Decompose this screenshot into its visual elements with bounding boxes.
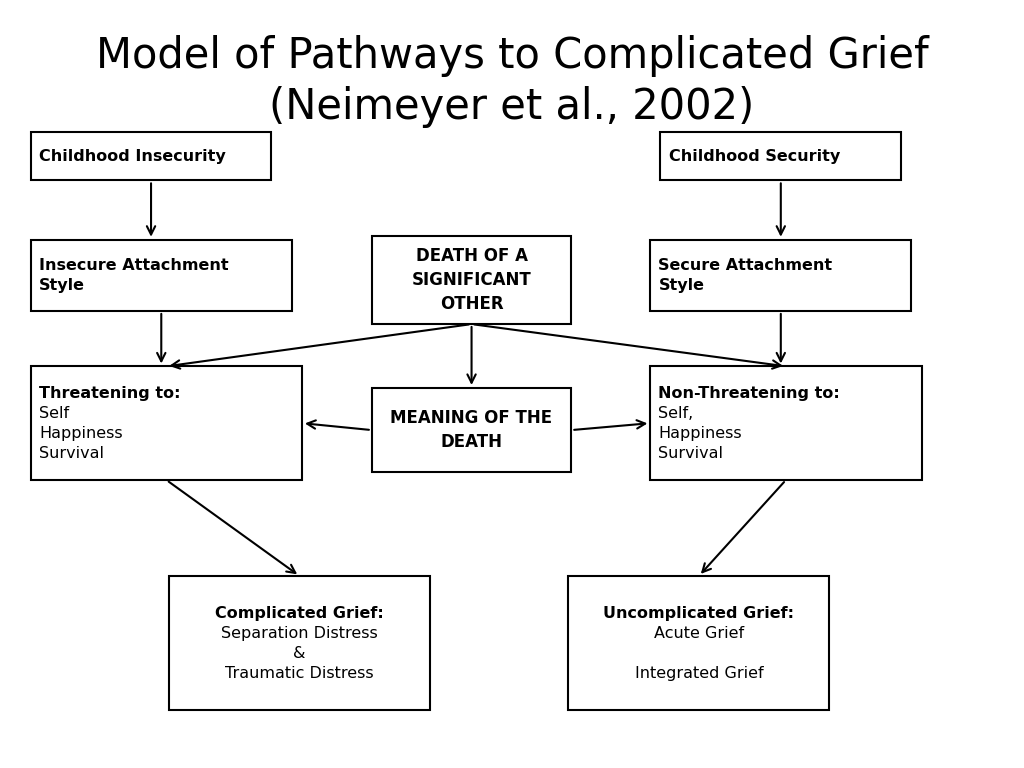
Text: Non-Threatening to:: Non-Threatening to: — [658, 386, 840, 401]
Text: Traumatic Distress: Traumatic Distress — [225, 666, 374, 680]
Text: MEANING OF THE
DEATH: MEANING OF THE DEATH — [390, 409, 553, 451]
Text: Happiness: Happiness — [658, 425, 742, 441]
Text: Uncomplicated Grief:: Uncomplicated Grief: — [603, 606, 795, 621]
Text: Childhood Insecurity: Childhood Insecurity — [39, 149, 225, 164]
Text: Threatening to:: Threatening to: — [39, 386, 180, 401]
Bar — [31, 132, 271, 180]
Bar — [31, 240, 292, 311]
Bar — [650, 366, 922, 480]
Text: Complicated Grief:: Complicated Grief: — [215, 606, 384, 621]
Text: Survival: Survival — [658, 445, 723, 461]
Text: Acute Grief: Acute Grief — [653, 626, 744, 641]
Text: Survival: Survival — [39, 445, 103, 461]
Text: Happiness: Happiness — [39, 425, 123, 441]
Text: Self: Self — [39, 406, 69, 421]
Text: Childhood Security: Childhood Security — [669, 149, 840, 164]
Bar — [31, 366, 302, 480]
Text: Integrated Grief: Integrated Grief — [635, 666, 763, 680]
Text: &: & — [293, 646, 306, 660]
Bar — [169, 576, 430, 710]
Text: Secure Attachment
Style: Secure Attachment Style — [658, 258, 833, 293]
Bar — [372, 236, 571, 324]
Text: Self,: Self, — [658, 406, 693, 421]
Text: Separation Distress: Separation Distress — [221, 626, 378, 641]
Text: Insecure Attachment
Style: Insecure Attachment Style — [39, 258, 228, 293]
Bar — [372, 388, 571, 472]
Bar — [650, 240, 911, 311]
Bar — [568, 576, 829, 710]
Text: Model of Pathways to Complicated Grief
(Neimeyer et al., 2002): Model of Pathways to Complicated Grief (… — [95, 35, 929, 128]
Text: DEATH OF A
SIGNIFICANT
OTHER: DEATH OF A SIGNIFICANT OTHER — [412, 247, 531, 313]
Bar — [660, 132, 901, 180]
